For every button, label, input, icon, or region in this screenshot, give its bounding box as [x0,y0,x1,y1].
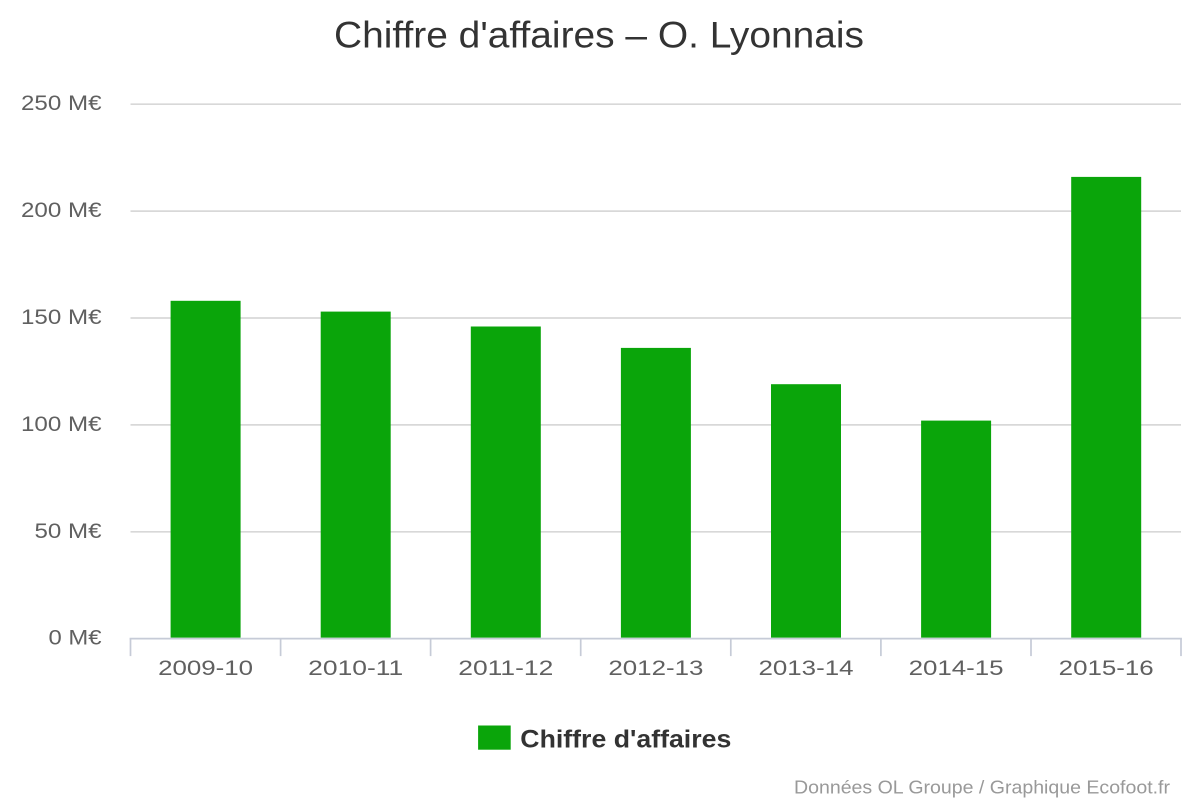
svg-text:2014-15: 2014-15 [909,657,1004,680]
svg-text:2009-10: 2009-10 [158,657,253,680]
svg-text:0 M€: 0 M€ [49,627,102,650]
svg-text:Chiffre d'affaires – O. Lyonna: Chiffre d'affaires – O. Lyonnais [334,15,864,56]
svg-text:2010-11: 2010-11 [308,657,403,680]
svg-text:100 M€: 100 M€ [21,413,102,436]
svg-text:50 M€: 50 M€ [35,520,102,543]
svg-text:150 M€: 150 M€ [21,306,102,329]
svg-text:250 M€: 250 M€ [21,92,102,115]
svg-text:200 M€: 200 M€ [21,199,102,222]
svg-text:Chiffre d'affaires: Chiffre d'affaires [520,726,731,754]
svg-text:2015-16: 2015-16 [1059,657,1154,680]
svg-text:2012-13: 2012-13 [608,657,703,680]
svg-text:Données OL Groupe / Graphique: Données OL Groupe / Graphique Ecofoot.fr [794,778,1170,798]
svg-text:2011-12: 2011-12 [458,657,553,680]
svg-text:2013-14: 2013-14 [759,657,854,680]
